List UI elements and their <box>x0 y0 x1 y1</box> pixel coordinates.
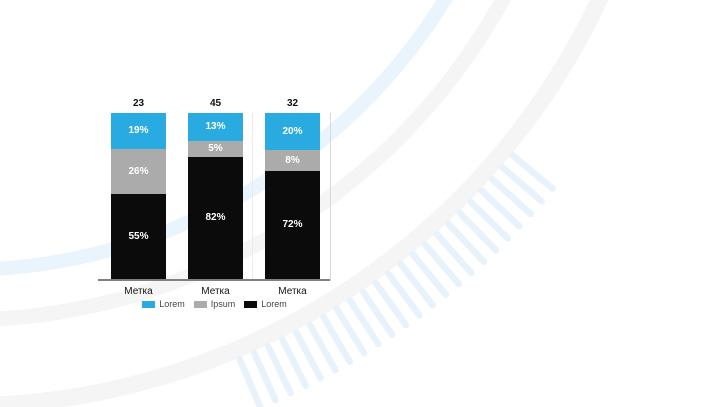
bar: 23 19% 26% 55% Метка <box>111 98 166 297</box>
bar: 45 13% 5% 82% Метка <box>188 98 243 297</box>
decorative-hatch-stroke <box>359 288 396 339</box>
bar-segment: 13% <box>188 113 243 141</box>
plot-right-border <box>330 113 331 281</box>
decorative-hatch-stroke <box>499 164 546 205</box>
decorative-hatch-stroke <box>346 297 382 348</box>
bar-total-label: 32 <box>286 98 299 109</box>
bar-segment: 5% <box>188 140 243 158</box>
decorative-hatch-stroke <box>306 321 339 374</box>
legend-label: Lorem <box>261 299 287 309</box>
decorative-hatch-stroke <box>372 279 410 329</box>
category-separator-line <box>252 113 253 279</box>
decorative-hatch-stroke <box>385 270 423 319</box>
bar-segment: 72% <box>265 171 320 279</box>
bar-segment-label: 20% <box>282 125 303 137</box>
legend-swatch <box>244 301 258 308</box>
bar-segment: 8% <box>265 150 320 172</box>
bar-segment-label: 5% <box>208 143 223 155</box>
legend-item: Lorem <box>244 300 287 309</box>
bar: 32 20% 8% 72% Метка <box>265 98 320 297</box>
bar-total-label: 45 <box>209 98 222 109</box>
legend-swatch <box>142 301 156 308</box>
chart-legend: Lorem Ipsum Lorem <box>98 300 331 309</box>
bar-category-label: Метка <box>278 286 307 297</box>
decorative-hatch-stroke <box>421 241 463 288</box>
bar-category-label: Метка <box>201 286 230 297</box>
decorative-hatch-stroke <box>409 251 450 298</box>
bar-segment-label: 26% <box>128 165 149 177</box>
legend-swatch <box>193 301 207 308</box>
decorative-hatch-stroke <box>456 209 500 254</box>
decorative-hatch-stroke <box>397 260 437 309</box>
bar-segment-label: 13% <box>205 120 226 132</box>
legend-item: Ipsum <box>193 299 236 309</box>
decorative-hatch-stroke <box>333 305 368 357</box>
bar-segment-label: 72% <box>282 219 303 231</box>
decorative-hatch-stroke <box>445 220 488 265</box>
bar-segment-label: 55% <box>128 230 149 242</box>
decorative-hatch-stroke <box>236 355 264 407</box>
bar-segment-label: 82% <box>205 212 226 224</box>
bar-segment: 20% <box>265 113 320 151</box>
bar-segment: 82% <box>188 157 243 279</box>
bar-category-label: Метка <box>124 286 153 297</box>
bar-segment: 19% <box>111 113 166 149</box>
bar-segment-label: 19% <box>128 124 149 136</box>
plot-area: 23 19% 26% 55% Метка 45 13% 5% 82% Метка 32 20% 8% 72… <box>98 98 331 297</box>
legend-label: Lorem <box>159 299 185 309</box>
bar-segment: 55% <box>111 194 166 279</box>
legend-item: Lorem <box>142 300 185 309</box>
decorative-hatch-stroke <box>509 152 556 192</box>
decorative-hatch-stroke <box>250 349 279 404</box>
bar-segment: 26% <box>111 148 166 195</box>
decorative-hatch-stroke <box>488 175 534 218</box>
decorative-hatch-stroke <box>292 328 324 382</box>
decorative-hatch-stroke <box>467 198 512 242</box>
decorative-hatch-stroke <box>264 343 294 397</box>
decorative-hatch-stroke <box>478 187 523 230</box>
legend-label: Ipsum <box>210 299 236 309</box>
stacked-bar-chart: 23 19% 26% 55% Метка 45 13% 5% 82% Метка 32 20% 8% 72… <box>98 97 331 329</box>
bar-segment-label: 8% <box>285 154 300 166</box>
decorative-hatch-stroke <box>433 230 475 277</box>
decorative-hatch-stroke <box>279 336 309 390</box>
bar-total-label: 23 <box>132 98 145 109</box>
